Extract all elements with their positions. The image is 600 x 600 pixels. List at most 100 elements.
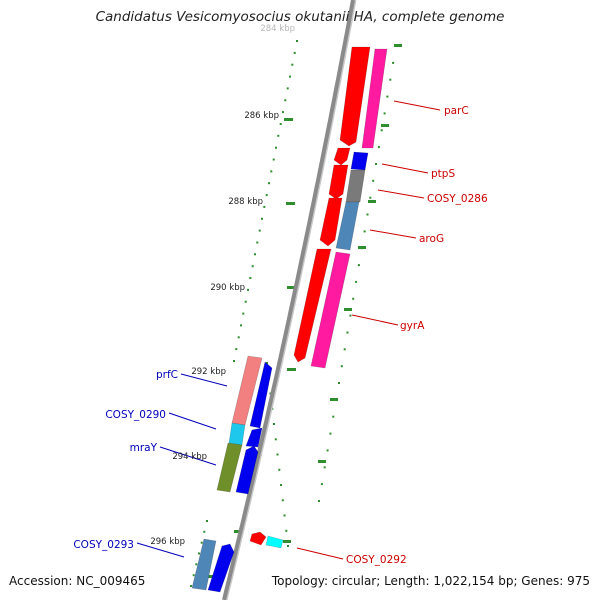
guide-dot-inner — [283, 514, 286, 517]
guide-dot-right — [346, 331, 349, 334]
leader-cosy0286 — [377, 189, 425, 199]
backbone-line — [222, 0, 355, 600]
scale-tick-minor — [330, 398, 338, 401]
scale-label: 290 kbp — [210, 283, 245, 293]
gene-block-gyra-outer — [310, 251, 351, 369]
leader-gyra — [351, 314, 399, 326]
gene-block-parc-inner — [339, 46, 371, 147]
guide-dot-right — [380, 129, 383, 132]
gene-block-cosy0286-outer — [345, 169, 366, 203]
guide-dot-inner — [281, 499, 284, 502]
guide-dot-left — [293, 51, 296, 54]
feature-label-parc: parC — [444, 105, 469, 117]
guide-dot-left — [282, 111, 284, 114]
guide-dot-left — [291, 63, 294, 66]
gene-block-prfc-partner — [249, 361, 273, 429]
scale-tick — [286, 202, 295, 205]
guide-dot-left — [268, 182, 270, 185]
gene-block-mray — [216, 442, 243, 493]
guide-dot-left — [192, 574, 195, 577]
leader-mray — [159, 446, 217, 466]
guide-dot-right — [352, 297, 355, 300]
feature-label-cosy0286: COSY_0286 — [427, 193, 488, 205]
scale-tick-minor — [381, 124, 389, 127]
scale-tick — [287, 368, 296, 371]
guide-dot-left — [244, 300, 247, 303]
guide-dot-left — [254, 253, 256, 256]
leader-cosy0293 — [136, 542, 185, 558]
gene-block-arog-inner — [319, 197, 343, 247]
feature-labels: parC ptpS COSY_0286 aroG gyrA COSY_0292 prfC CO… — [73, 105, 488, 566]
scale-tick-minor — [344, 308, 352, 311]
guide-dot-right — [340, 365, 343, 368]
guide-dot-left — [203, 530, 206, 533]
gene-features — [191, 46, 388, 593]
genome-backbone — [222, 0, 357, 600]
guide-dot-inner — [285, 529, 288, 532]
scale-tick-minor — [283, 540, 291, 543]
guide-dot-inner — [266, 362, 268, 364]
gene-block-cosy0290 — [228, 422, 246, 446]
gene-block-gyra-inner — [293, 248, 332, 363]
guide-dot-left — [277, 134, 280, 137]
guide-dot-left — [195, 563, 198, 566]
guide-dot-left — [233, 360, 235, 362]
feature-label-prfc: prfC — [156, 369, 178, 381]
guide-dot-right — [363, 230, 366, 233]
guide-dot-inner — [278, 468, 281, 471]
scale-label: 294 kbp — [172, 452, 207, 462]
gene-block-parc-outer — [361, 48, 388, 149]
guide-dot-right — [349, 314, 352, 317]
guide-dot-inner — [273, 423, 275, 425]
genome-summary-text: Topology: circular; Length: 1,022,154 bp… — [271, 574, 590, 588]
scale-label: 292 kbp — [191, 367, 226, 377]
guide-dot-left — [258, 229, 261, 232]
guide-dot-left — [284, 99, 287, 102]
scale-tick-minor — [318, 460, 326, 463]
guide-dot-right — [383, 112, 386, 115]
guide-dot-left — [190, 585, 192, 587]
map-title: Candidatus Vesicomyosocius okutanii HA, … — [95, 9, 505, 25]
accession-text: Accession: NC_009465 — [9, 574, 146, 588]
gene-block-cosy0293 — [191, 538, 217, 591]
scale-tick — [284, 118, 293, 121]
gene-block-cosy0292-outer — [265, 535, 284, 549]
scale-tick-minor — [358, 246, 366, 249]
leader-prfc — [180, 373, 228, 387]
guide-dot-left — [200, 541, 203, 544]
scale-tick-minor — [394, 44, 402, 47]
guide-dot-left — [240, 324, 242, 327]
feature-label-gyra: gyrA — [400, 320, 425, 332]
guide-dot-inner — [280, 484, 282, 486]
feature-label-cosy0290: COSY_0290 — [105, 409, 166, 421]
guide-dot-right — [375, 163, 377, 165]
guide-dot-right — [329, 432, 332, 435]
guide-dot-left — [242, 312, 245, 315]
feature-label-arog: aroG — [419, 233, 444, 245]
guide-dot-left — [261, 217, 263, 220]
guide-dot-right — [318, 500, 320, 502]
guide-dot-right — [386, 95, 389, 98]
guide-dot-right — [343, 348, 346, 351]
guide-dot-left — [251, 265, 254, 268]
guide-dot-right — [326, 449, 329, 452]
scale-tick-minor — [206, 575, 214, 578]
scale-label: 286 kbp — [244, 111, 279, 121]
guide-dot-left — [286, 87, 289, 90]
feature-label-ptps: ptpS — [431, 168, 455, 180]
leader-cosy0292 — [296, 547, 344, 560]
guide-dot-left — [272, 158, 275, 161]
label-leaders — [136, 100, 441, 560]
guide-dot-left — [256, 241, 259, 244]
guide-dot-left — [249, 277, 252, 279]
guide-dot-right — [338, 382, 340, 384]
guide-dot-right — [377, 146, 380, 149]
feature-label-cosy0292: COSY_0292 — [346, 554, 407, 566]
guide-dot-left — [289, 75, 291, 78]
gene-block-cosy0292-inner — [249, 531, 267, 546]
scale-labels: 284 kbp 286 kbp 288 kbp 290 kbp 292 kbp 294 k… — [150, 24, 295, 547]
gene-block-arog-outer — [335, 201, 360, 251]
guide-dot-left — [265, 194, 268, 197]
guide-dot-left — [270, 170, 273, 173]
